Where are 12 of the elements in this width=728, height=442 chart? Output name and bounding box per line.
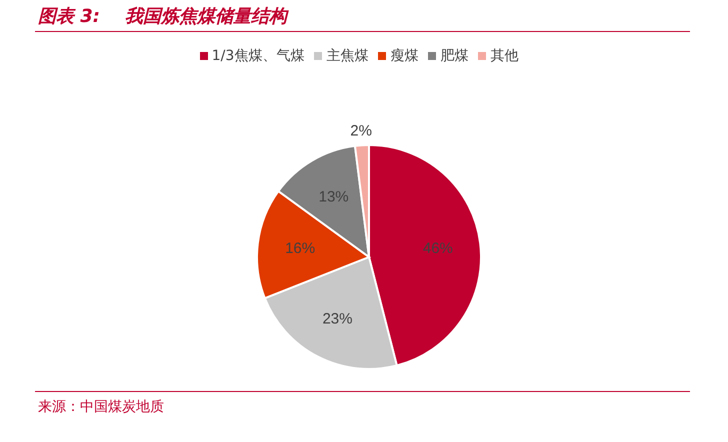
data-label: 13% [318, 188, 349, 206]
legend-label: 主焦煤 [326, 48, 368, 64]
data-label: 46% [422, 240, 453, 257]
data-label: 23% [322, 310, 352, 328]
legend-label: 其他 [490, 48, 518, 64]
data-label: 16% [285, 240, 316, 257]
source-note: 来源：中国煤炭地质 [38, 398, 164, 416]
data-label: 2% [350, 122, 372, 140]
legend-label: 肥煤 [440, 48, 468, 64]
legend-label: 瘦煤 [390, 48, 418, 64]
chart-title: 图表 3: 我国炼焦煤储量结构 [38, 5, 288, 28]
legend-label: 1/3焦煤、气煤 [212, 48, 304, 64]
